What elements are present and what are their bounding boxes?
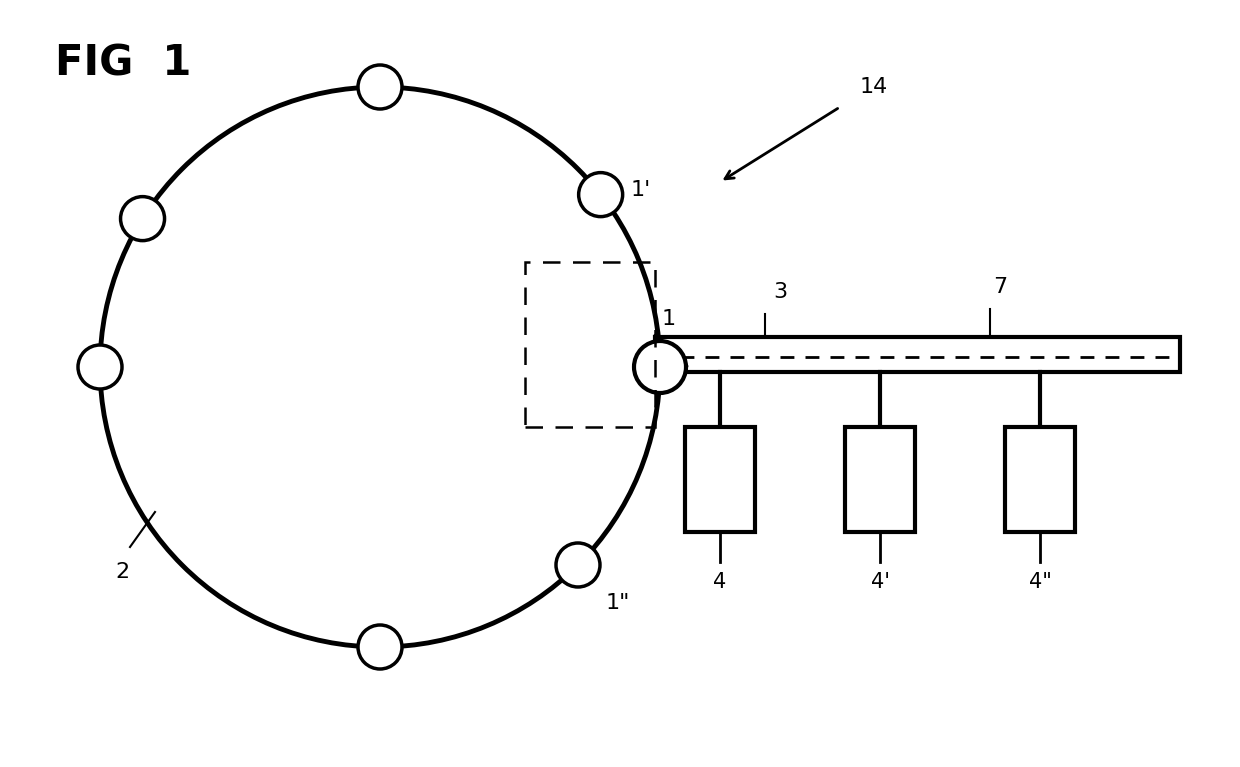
Circle shape [634,341,686,393]
Text: 1': 1' [631,179,651,199]
Bar [655,337,1180,372]
Circle shape [579,173,622,216]
Bar [1004,427,1075,532]
Text: 1: 1 [662,309,676,329]
Circle shape [556,543,600,587]
Bar [684,427,755,532]
Text: FIG  1: FIG 1 [55,42,191,84]
Bar [844,427,915,532]
Text: 4': 4' [870,572,889,592]
Text: 2: 2 [115,562,129,582]
Circle shape [120,196,165,241]
Text: 1": 1" [606,593,630,613]
Circle shape [358,65,402,109]
Text: 4": 4" [1028,572,1052,592]
Bar [525,262,655,427]
Text: 3: 3 [773,282,787,302]
Text: 14: 14 [861,77,888,97]
Circle shape [358,625,402,669]
Text: 4: 4 [713,572,727,592]
Circle shape [78,345,122,389]
Text: 7: 7 [993,277,1007,297]
